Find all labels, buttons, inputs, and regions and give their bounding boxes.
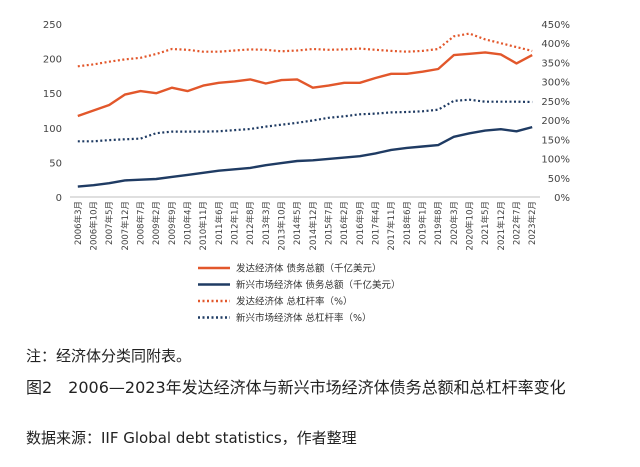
chart-series (77, 32, 533, 188)
x-tick-label: 2019年1月 (418, 201, 429, 245)
left-tick-label: 200 (43, 55, 62, 66)
x-tick-label: 2013年10月 (277, 201, 288, 250)
legend-label: 发达经济体 债务总额（千亿美元） (236, 263, 382, 275)
x-tick-label: 2009年9月 (167, 201, 178, 245)
x-tick-label: 2009年2月 (151, 201, 162, 245)
series-line-1 (77, 51, 533, 118)
x-tick-label: 2006年3月 (73, 201, 84, 245)
right-tick-label: 150% (541, 135, 570, 146)
series-line-2 (77, 125, 533, 188)
x-axis-ticks: 2006年3月 2006年10月 2007年5月 2007年12月 2008年7月 200… (73, 201, 538, 250)
x-tick-label: 2012年8月 (245, 201, 256, 245)
left-tick-label: 250 (43, 20, 62, 31)
debt-chart: 0 50 100 150 200 250 0% 50% 100% 150% 200% 250% 300… (43, 20, 570, 324)
x-tick-label: 2011年6月 (214, 201, 225, 245)
figure-caption: 图2 2006—2023年发达经济体与新兴市场经济体债务总额和总杠杆率变化 (26, 378, 566, 397)
legend-label: 新兴市场经济体 债务总额（千亿美元） (236, 279, 401, 291)
data-source: 数据来源：IIF Global debt statistics，作者整理 (26, 429, 357, 447)
right-tick-label: 0% (554, 193, 570, 204)
x-tick-label: 2021年5月 (480, 201, 491, 245)
right-tick-label: 350% (541, 58, 570, 69)
chart-legend: 发达经济体 债务总额（千亿美元） 新兴市场经济体 债务总额（千亿美元） 发达经济体 … (198, 263, 401, 324)
x-tick-label: 2014年5月 (292, 201, 303, 245)
left-tick-label: 100 (43, 124, 62, 135)
right-axis-ticks: 0% 50% 100% 150% 200% 250% 300% 350% 400% 450% (541, 20, 570, 204)
x-tick-label: 2016年2月 (339, 201, 350, 245)
x-tick-label: 2018年6月 (402, 201, 413, 245)
x-tick-label: 2016年9月 (355, 201, 366, 245)
left-tick-label: 150 (43, 89, 62, 100)
x-tick-label: 2021年12月 (496, 201, 507, 250)
x-tick-label: 2007年5月 (104, 201, 115, 245)
x-tick-label: 2010年11月 (198, 201, 209, 250)
left-axis-ticks: 0 50 100 150 200 250 (43, 20, 62, 204)
left-tick-label: 0 (56, 193, 62, 204)
x-tick-label: 2023年2月 (527, 201, 538, 245)
right-tick-label: 250% (541, 97, 570, 108)
right-tick-label: 50% (548, 174, 570, 185)
x-tick-label: 2012年1月 (230, 201, 241, 245)
right-tick-label: 450% (541, 20, 570, 31)
chart-note: 注：经济体分类同附表。 (26, 347, 192, 365)
legend-label: 新兴市场经济体 总杠杆率（%） (236, 312, 372, 324)
x-tick-label: 2017年4月 (371, 201, 382, 245)
series-line-4 (77, 98, 533, 143)
right-tick-label: 400% (541, 39, 570, 50)
x-tick-label: 2014年12月 (308, 201, 319, 250)
x-tick-label: 2015年7月 (324, 201, 335, 245)
x-tick-label: 2006年10月 (89, 201, 100, 250)
x-tick-label: 2013年3月 (261, 201, 272, 245)
x-tick-label: 2020年3月 (449, 201, 460, 245)
series-line-3 (77, 32, 533, 68)
x-tick-label: 2022年7月 (512, 201, 523, 245)
legend-label: 发达经济体 总杠杆率（%） (236, 296, 353, 308)
x-tick-label: 2007年12月 (120, 201, 131, 250)
x-tick-label: 2008年7月 (136, 201, 147, 245)
right-tick-label: 200% (541, 116, 570, 127)
x-tick-label: 2020年10月 (465, 201, 476, 250)
x-tick-label: 2019年8月 (433, 201, 444, 245)
right-tick-label: 300% (541, 78, 570, 89)
right-tick-label: 100% (541, 155, 570, 166)
x-tick-label: 2017年11月 (386, 201, 397, 250)
left-tick-label: 50 (49, 158, 62, 169)
x-tick-label: 2010年4月 (183, 201, 194, 245)
